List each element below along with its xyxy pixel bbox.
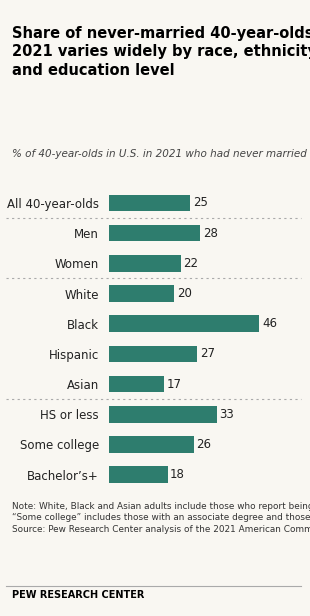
Text: 46: 46 (262, 317, 277, 330)
Text: 25: 25 (193, 197, 208, 209)
Bar (108, 195, 190, 211)
Bar (108, 315, 259, 332)
Text: 33: 33 (219, 408, 234, 421)
Bar (108, 436, 194, 453)
Bar (108, 406, 217, 423)
Text: % of 40-year-olds in U.S. in 2021 who had never married: % of 40-year-olds in U.S. in 2021 who ha… (12, 149, 307, 159)
Bar (108, 466, 167, 483)
Text: 17: 17 (167, 378, 182, 391)
Text: 20: 20 (177, 287, 192, 300)
Text: 22: 22 (183, 257, 198, 270)
Text: Share of never-married 40-year-olds in
2021 varies widely by race, ethnicity
and: Share of never-married 40-year-olds in 2… (12, 26, 310, 78)
Text: 27: 27 (200, 347, 215, 360)
Text: 18: 18 (170, 468, 185, 481)
Text: PEW RESEARCH CENTER: PEW RESEARCH CENTER (12, 590, 145, 600)
Bar (108, 285, 174, 302)
Text: 28: 28 (203, 227, 218, 240)
Bar (108, 225, 200, 241)
Bar (108, 346, 197, 362)
Text: 26: 26 (196, 438, 211, 451)
Text: Note: White, Black and Asian adults include those who report being only one race: Note: White, Black and Asian adults incl… (12, 502, 310, 534)
Bar (108, 255, 181, 272)
Bar (108, 376, 164, 392)
